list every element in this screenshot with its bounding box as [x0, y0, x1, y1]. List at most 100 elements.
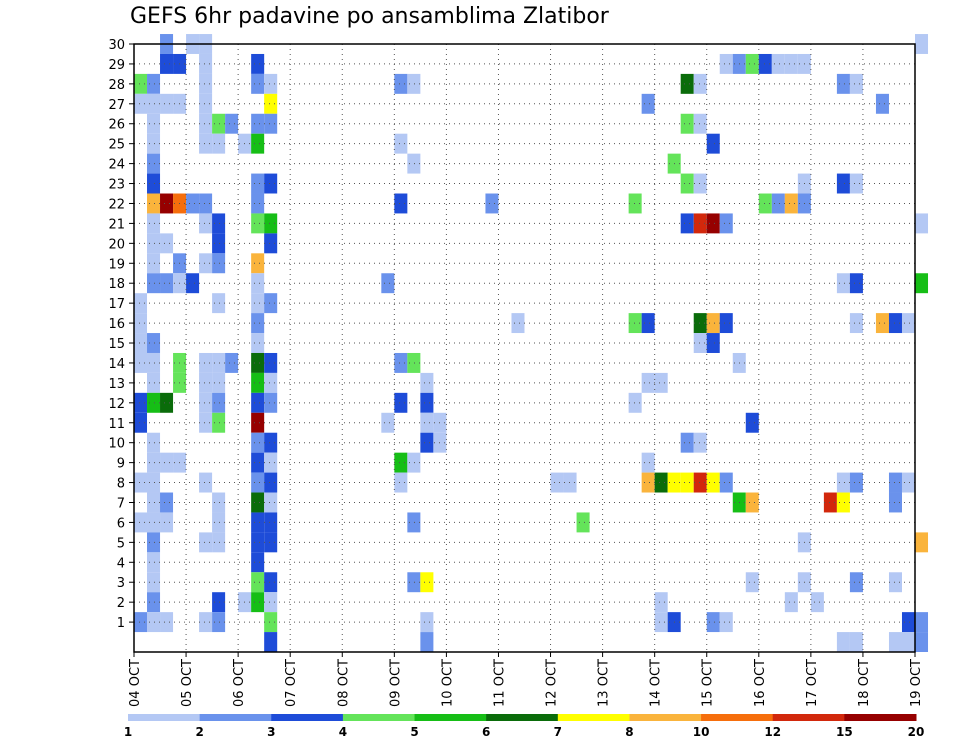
heatmap-cell: [199, 213, 213, 234]
heatmap-cell: [147, 392, 161, 413]
heatmap-cell: [160, 93, 174, 114]
heatmap-cell: [407, 452, 421, 473]
heatmap-cell: [719, 313, 733, 334]
heatmap-cell: [693, 313, 707, 334]
heatmap-cell: [849, 313, 863, 334]
heatmap-cell: [251, 392, 265, 413]
heatmap-cell: [394, 73, 408, 94]
colorbar-segment: [486, 714, 559, 721]
heatmap-cell: [160, 273, 174, 294]
x-tick-label: 10 OCT: [440, 659, 455, 707]
heatmap-cell: [212, 592, 226, 613]
heatmap-cell: [706, 313, 720, 334]
heatmap-cell: [251, 572, 265, 593]
heatmap-cell: [719, 612, 733, 633]
heatmap-cell: [264, 73, 278, 94]
y-tick-label: 24: [108, 158, 125, 173]
heatmap-cell: [784, 592, 798, 613]
y-tick-label: 2: [117, 596, 125, 611]
heatmap-cell: [212, 253, 226, 274]
heatmap-cell: [680, 472, 694, 493]
x-tick-label: 05 OCT: [180, 659, 195, 707]
y-tick-label: 14: [108, 357, 125, 372]
y-tick-label: 5: [117, 536, 125, 551]
heatmap-cell: [134, 612, 148, 633]
heatmap-cell: [706, 133, 720, 154]
heatmap-cell: [199, 532, 213, 553]
heatmap-cell: [810, 592, 824, 613]
heatmap-cell: [134, 333, 148, 353]
heatmap-cell: [134, 293, 148, 314]
colorbar-segment: [557, 714, 630, 721]
heatmap-cell: [719, 472, 733, 493]
heatmap-cell: [251, 472, 265, 493]
x-tick-label: 13 OCT: [597, 659, 612, 707]
heatmap-cell: [147, 253, 161, 274]
colorbar-segment: [844, 714, 917, 721]
colorbar-segment: [271, 714, 344, 721]
heatmap-cell: [251, 552, 265, 573]
heatmap-cell: [706, 612, 720, 633]
y-tick-label: 25: [108, 138, 125, 153]
heatmap-cell: [771, 193, 785, 214]
heatmap-cell: [147, 452, 161, 473]
heatmap-cell: [264, 452, 278, 473]
x-tick-label: 04 OCT: [128, 659, 143, 707]
heatmap-cell: [134, 512, 148, 533]
heatmap-cell: [147, 273, 161, 294]
heatmap-cell: [849, 173, 863, 194]
heatmap-cell: [251, 293, 265, 314]
heatmap-cell: [654, 372, 668, 393]
heatmap-cell: [147, 133, 161, 154]
colorbar-label: 10: [693, 725, 710, 739]
heatmap-cell: [147, 612, 161, 633]
y-tick-label: 23: [108, 178, 125, 193]
heatmap-cell: [745, 492, 759, 513]
heatmap-cell: [199, 73, 213, 94]
colorbar-segment: [701, 714, 774, 721]
heatmap-cell: [706, 213, 720, 234]
heatmap-cell: [901, 313, 915, 334]
heatmap-cell: [264, 532, 278, 553]
heatmap-cell: [134, 412, 148, 433]
heatmap-cell: [264, 612, 278, 633]
colorbar-label: 1: [124, 725, 132, 739]
heatmap-cell: [901, 472, 915, 493]
heatmap-cell: [199, 372, 213, 393]
heatmap-cell: [680, 73, 694, 94]
y-tick-label: 30: [108, 38, 125, 53]
colorbar-segment: [414, 714, 487, 721]
y-tick-label: 20: [108, 237, 125, 252]
heatmap-cell: [758, 193, 772, 214]
heatmap-cell: [251, 73, 265, 94]
x-tick-label: 09 OCT: [388, 659, 403, 707]
colorbar-segment: [342, 714, 416, 721]
heatmap-cell: [147, 352, 161, 373]
heatmap-cell: [186, 193, 200, 214]
heatmap-cell: [160, 53, 174, 74]
heatmap-cell: [915, 213, 929, 234]
heatmap-cell: [849, 632, 863, 652]
heatmap-cell: [888, 632, 902, 652]
heatmap-cell: [407, 153, 421, 174]
y-tick-label: 10: [108, 437, 125, 452]
heatmap-cell: [212, 133, 226, 154]
heatmap-cell: [888, 492, 902, 513]
heatmap-cell: [225, 113, 239, 134]
heatmap-cell: [199, 412, 213, 433]
heatmap-cell: [628, 193, 642, 214]
colorbar-segment: [199, 714, 272, 721]
y-tick-label: 18: [108, 277, 125, 292]
heatmap-cell: [212, 372, 226, 393]
heatmap-cell: [264, 512, 278, 533]
heatmap-cell: [654, 612, 668, 633]
heatmap-cell: [251, 133, 265, 154]
heatmap-cell: [212, 293, 226, 314]
heatmap-cell: [836, 492, 850, 513]
x-tick-label: 14 OCT: [649, 659, 664, 707]
heatmap-cell: [199, 472, 213, 493]
heatmap-cell: [888, 572, 902, 593]
heatmap-cell: [836, 173, 850, 194]
colorbar-label: 2: [195, 725, 203, 739]
colorbar-label: 12: [764, 725, 781, 739]
